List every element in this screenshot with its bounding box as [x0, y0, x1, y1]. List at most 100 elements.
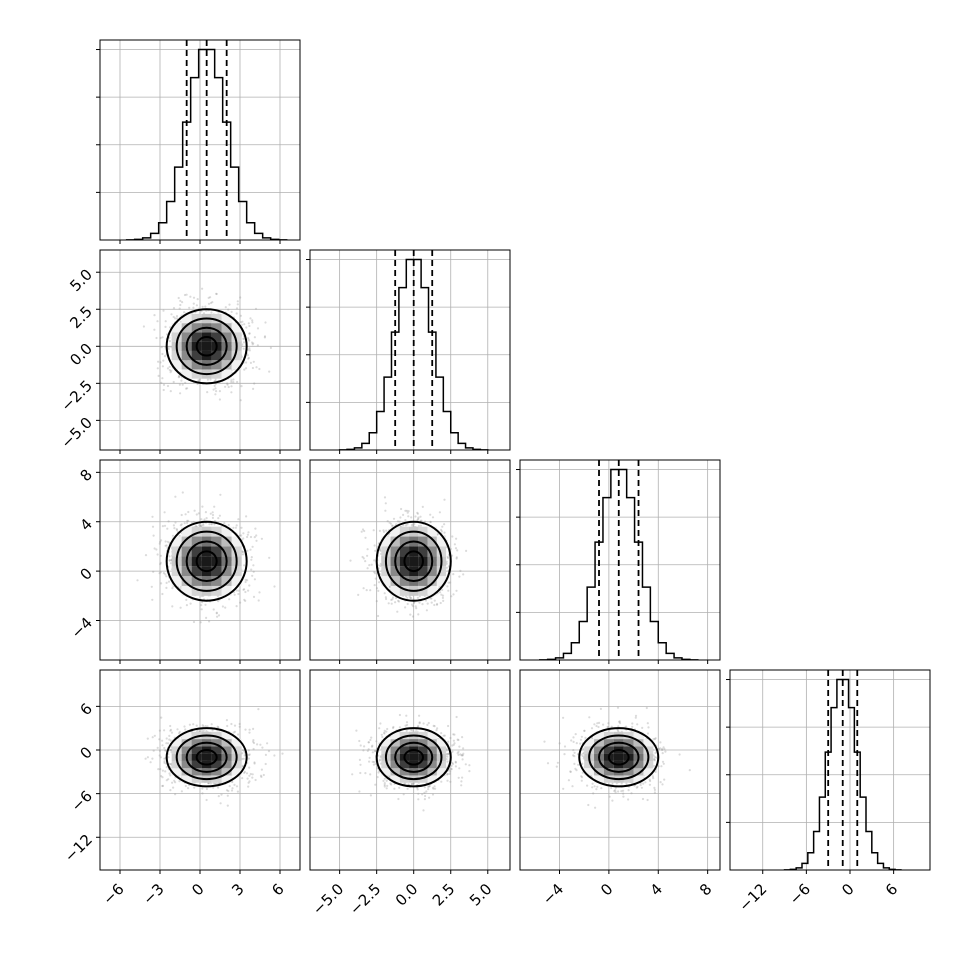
scatter-point — [209, 301, 213, 305]
scatter-point — [384, 509, 387, 512]
scatter-point — [369, 589, 372, 592]
scatter-point — [227, 523, 230, 527]
density-cell — [221, 546, 232, 557]
density-cell — [201, 341, 212, 351]
scatter-point — [160, 539, 163, 542]
scatter-point — [209, 378, 212, 381]
scatter-point — [247, 338, 250, 341]
scatter-point — [233, 593, 236, 596]
scatter-point — [429, 520, 432, 524]
scatter-point — [455, 537, 458, 540]
scatter-point — [397, 599, 400, 602]
scatter-point — [450, 595, 453, 598]
hist-bin-15 — [247, 223, 255, 240]
scatter-point — [248, 339, 251, 342]
scatter-point — [258, 367, 261, 371]
scatter-point — [253, 761, 256, 764]
scatter-point — [179, 303, 182, 307]
scatter-point — [230, 391, 233, 394]
scatter-point — [171, 587, 174, 590]
scatter-point — [207, 296, 210, 299]
scatter-point — [205, 730, 208, 733]
scatter-point — [162, 572, 165, 575]
scatter-point — [213, 505, 216, 508]
density — [381, 526, 447, 596]
scatter-point — [224, 606, 227, 609]
scatter-point — [388, 586, 392, 589]
scatter-point — [246, 535, 249, 539]
density-cell — [191, 576, 202, 586]
scatter-point — [243, 368, 246, 371]
scatter-point — [416, 596, 419, 599]
scatter-point — [215, 612, 218, 615]
density-cell — [221, 332, 232, 342]
scatter-point — [391, 598, 394, 601]
scatter-point — [241, 777, 244, 780]
scatter-point — [192, 620, 196, 624]
scatter-point — [200, 604, 203, 607]
scatter-point — [447, 589, 450, 592]
density-cell — [436, 566, 447, 577]
scatter-point — [214, 393, 217, 396]
scatter-point — [252, 740, 255, 743]
density-cell — [231, 350, 242, 361]
density-cell — [418, 585, 428, 596]
density-cell — [171, 576, 182, 586]
hist-outline-2 — [539, 468, 699, 660]
scatter-point — [394, 601, 397, 604]
scatter-point — [250, 568, 253, 571]
scatter-point — [243, 598, 246, 601]
scatter-point — [424, 520, 427, 523]
scatter-point — [248, 774, 251, 777]
scatter-point — [244, 590, 247, 594]
scatter-point — [281, 752, 284, 755]
scatter-point — [217, 786, 220, 789]
scatter-point — [386, 520, 389, 523]
y-tick-label: 0 — [77, 564, 96, 583]
scatter-point — [241, 320, 244, 323]
contour-3 — [165, 520, 248, 602]
scatter-point — [260, 537, 263, 540]
scatter-point — [172, 380, 175, 384]
density-cell — [418, 566, 428, 577]
density-cell — [191, 313, 202, 324]
scatter-point — [179, 299, 182, 302]
density-cell — [191, 536, 202, 547]
scatter-point — [242, 337, 245, 340]
scatter-point — [163, 511, 166, 514]
hist-bin-16 — [255, 233, 263, 240]
scatter-point — [362, 557, 365, 560]
scatter-point — [236, 380, 239, 384]
scatter-point — [198, 379, 201, 382]
density-cell — [181, 546, 192, 557]
density-cell — [181, 332, 192, 342]
density-cell — [181, 350, 192, 361]
scatter-point — [451, 535, 454, 538]
density-cell — [211, 360, 222, 370]
scatter-point — [244, 580, 247, 584]
scatter-point — [243, 564, 246, 567]
density-cell — [381, 566, 391, 577]
scatter-point — [201, 787, 204, 790]
scatter-point — [152, 749, 155, 752]
scatter-point — [172, 524, 175, 527]
scatter-point — [442, 599, 445, 603]
scatter-point — [414, 605, 417, 608]
scatter-point — [161, 744, 164, 747]
scatter-point — [181, 383, 184, 386]
scatter-point — [373, 544, 376, 547]
scatter-point — [204, 510, 207, 514]
hist-bin-13 — [231, 167, 239, 240]
contour-1 — [185, 540, 228, 582]
scatter-point — [161, 525, 164, 528]
scatter-point — [208, 523, 211, 526]
panel-3-0: −6 −3 0 3 6−12−606 — [61, 669, 301, 908]
scatter-point — [255, 366, 258, 369]
scatter-point — [200, 601, 204, 604]
scatter-point — [418, 601, 421, 604]
scatter-point — [447, 581, 450, 584]
scatter-point — [455, 557, 458, 560]
y-tick-label: 4 — [77, 515, 96, 534]
scatter-point — [161, 776, 164, 779]
scatter-point — [399, 516, 402, 519]
